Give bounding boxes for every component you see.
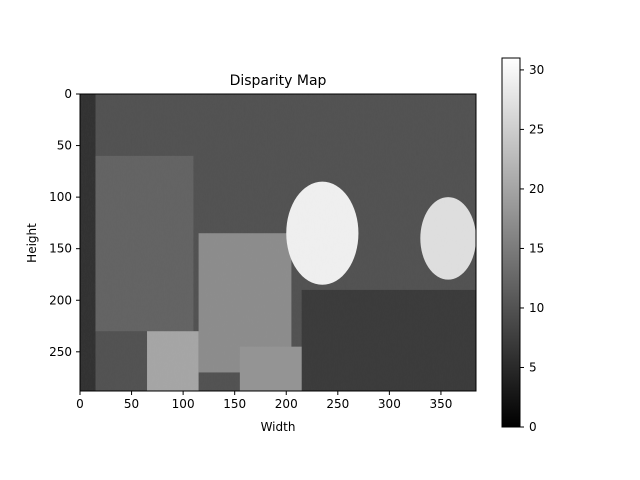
- heatmap-region-bright-object: [286, 181, 359, 285]
- heatmap-region-lower-left-light: [147, 331, 199, 391]
- y-axis-label: Height: [25, 223, 39, 263]
- colorbar-tick-label: 15: [529, 241, 544, 255]
- heatmap-region-lower-right-dark: [301, 289, 476, 391]
- y-tick-label: 250: [49, 345, 72, 359]
- colorbar: 0 5 10 15 20 25 30: [501, 57, 544, 434]
- x-tick-label: 100: [172, 397, 195, 411]
- x-tick-label: 50: [124, 397, 139, 411]
- heatmap-region-left-dark-strip: [80, 94, 96, 391]
- colorbar-gradient: [501, 57, 521, 428]
- colorbar-tick-label: 30: [529, 63, 544, 77]
- y-axis: 0 50 100 150 200 250: [49, 87, 80, 359]
- x-tick-label: 0: [76, 397, 84, 411]
- chart-title: Disparity Map: [230, 73, 327, 89]
- heatmap-region-left-mid-area: [95, 155, 194, 332]
- heatmap-region-bright-right-object: [420, 197, 476, 280]
- colorbar-tick-label: 5: [529, 360, 537, 374]
- y-tick-label: 50: [57, 139, 72, 153]
- colorbar-tick-label: 0: [529, 420, 537, 434]
- heatmap-region-lower-middle-light: [239, 346, 307, 391]
- colorbar-tick-label: 10: [529, 301, 544, 315]
- x-axis: 0 50 100 150 200 250 300 350: [76, 391, 452, 411]
- heatmap-plot: [79, 93, 477, 392]
- y-tick-label: 150: [49, 242, 72, 256]
- x-tick-label: 200: [275, 397, 298, 411]
- x-tick-label: 150: [223, 397, 246, 411]
- colorbar-tick-label: 20: [529, 182, 544, 196]
- x-axis-label: Width: [261, 420, 296, 434]
- y-tick-label: 200: [49, 293, 72, 307]
- y-tick-label: 0: [64, 87, 72, 101]
- x-tick-label: 250: [326, 397, 349, 411]
- x-tick-label: 300: [378, 397, 401, 411]
- plot-frame: [79, 93, 477, 392]
- x-tick-label: 350: [429, 397, 452, 411]
- colorbar-tick-label: 25: [529, 122, 544, 136]
- y-tick-label: 100: [49, 190, 72, 204]
